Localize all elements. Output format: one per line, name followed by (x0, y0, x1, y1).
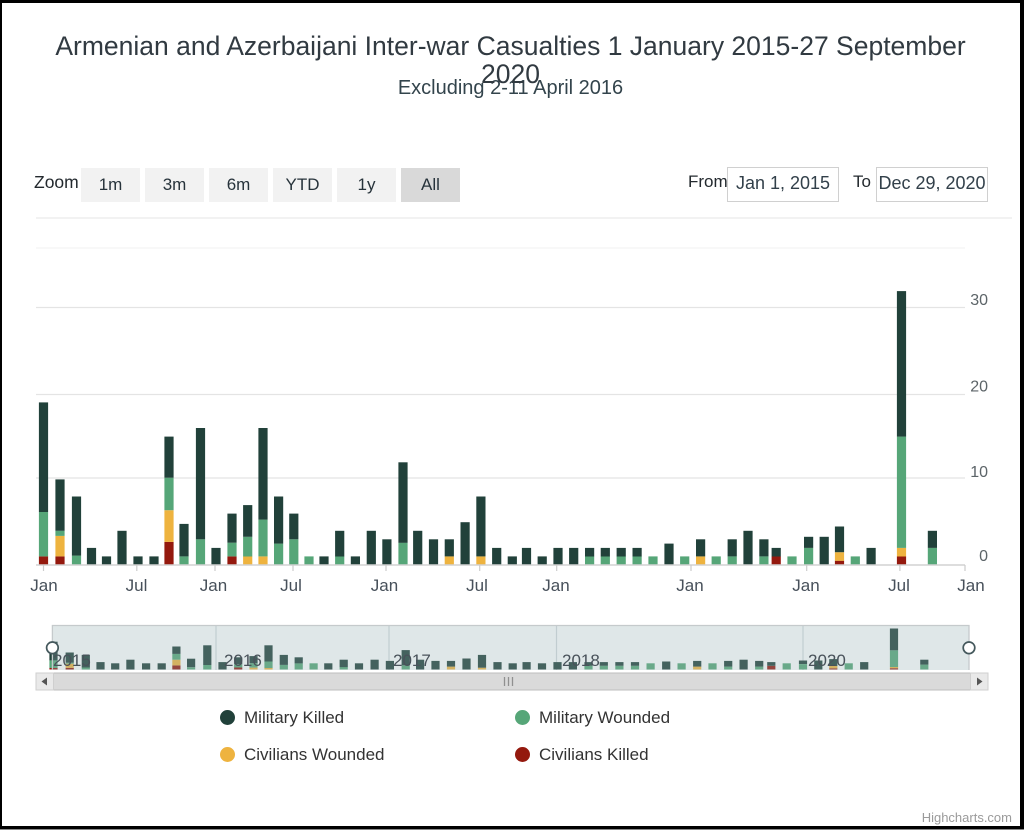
svg-text:2016: 2016 (224, 651, 262, 670)
svg-text:Jan: Jan (371, 576, 398, 595)
svg-text:Jan: Jan (792, 576, 819, 595)
svg-text:Jul: Jul (126, 576, 148, 595)
svg-text:Jul: Jul (888, 576, 910, 595)
svg-text:20: 20 (970, 379, 988, 396)
svg-text:Jul: Jul (280, 576, 302, 595)
svg-text:10: 10 (970, 464, 988, 481)
svg-text:Jan: Jan (30, 576, 57, 595)
svg-text:Jan: Jan (200, 576, 227, 595)
svg-text:Jan: Jan (542, 576, 569, 595)
svg-text:Jul: Jul (466, 576, 488, 595)
svg-text:2015: 2015 (53, 651, 91, 670)
svg-text:Jan: Jan (676, 576, 703, 595)
svg-text:30: 30 (970, 292, 988, 309)
svg-text:2018: 2018 (562, 651, 600, 670)
svg-text:2020: 2020 (808, 651, 846, 670)
svg-text:Jan: Jan (957, 576, 984, 595)
svg-text:0: 0 (979, 548, 988, 565)
svg-text:2017: 2017 (393, 651, 431, 670)
